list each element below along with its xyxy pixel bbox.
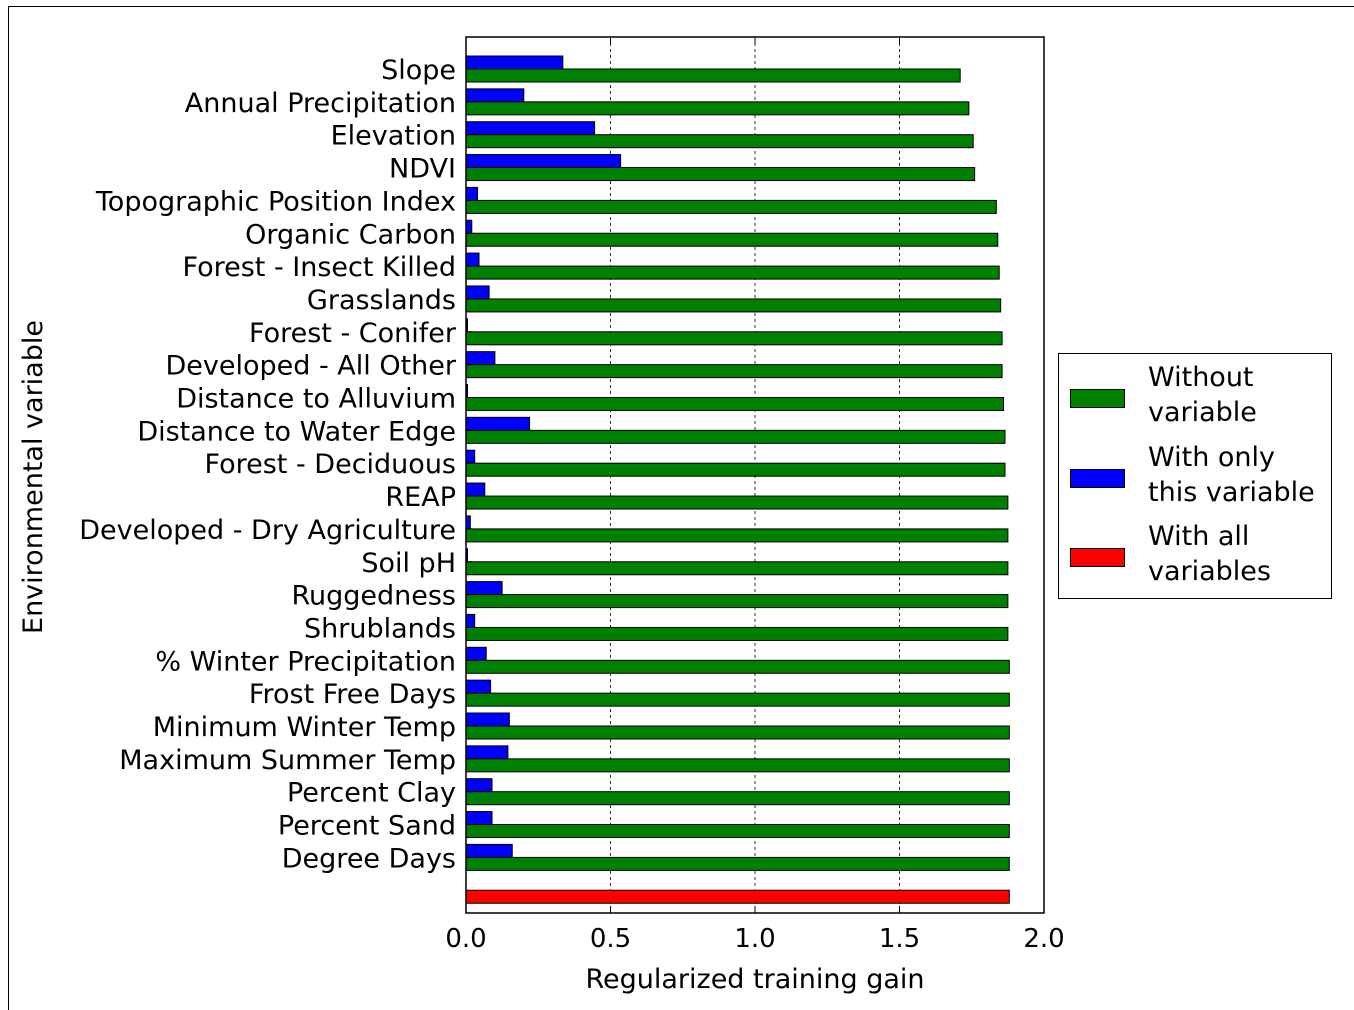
category-label: Frost Free Days <box>249 679 456 710</box>
bar-with-only-this-variable <box>465 219 473 234</box>
bar-with-only-this-variable <box>465 745 509 760</box>
bar-without-variable <box>465 758 1010 773</box>
category-label: Grasslands <box>307 285 456 316</box>
category-label: Distance to Alluvium <box>176 384 456 415</box>
bar-with-only-this-variable <box>465 613 476 628</box>
bar-with-only-this-variable <box>465 679 492 694</box>
category-label: Percent Sand <box>278 811 456 842</box>
category-label: Maximum Summer Temp <box>119 745 456 776</box>
bar-without-variable <box>465 101 970 116</box>
bar-without-variable <box>465 397 1005 411</box>
category-label: Forest - Insect Killed <box>183 252 457 283</box>
bar-without-variable <box>465 824 1010 839</box>
x-tick-label: 0.5 <box>590 924 631 954</box>
bar-without-variable <box>465 429 1006 444</box>
x-tick-label: 1.0 <box>734 924 775 954</box>
bar-with-only-this-variable <box>465 88 525 103</box>
category-label: REAP <box>385 482 456 513</box>
bar-with-only-this-variable <box>465 646 487 661</box>
bar-without-variable <box>465 298 1002 313</box>
category-label: Developed - All Other <box>165 351 456 382</box>
bar-without-variable <box>465 594 1009 609</box>
bar-with-only-this-variable <box>465 778 493 793</box>
bar-without-variable <box>465 659 1010 674</box>
bar-with-all-variables <box>465 889 1010 904</box>
x-tick-label: 1.5 <box>879 924 920 954</box>
category-label: Shrublands <box>304 613 456 644</box>
bar-without-variable <box>465 331 1003 346</box>
legend-label: Without variable <box>1148 362 1257 428</box>
bar-without-variable <box>465 856 1010 871</box>
bar-with-only-this-variable <box>465 843 513 858</box>
bar-without-variable <box>465 692 1010 707</box>
category-label: Ruggedness <box>291 581 456 612</box>
plot-area <box>465 36 1045 914</box>
category-label: Developed - Dry Agriculture <box>79 515 456 546</box>
category-label: Degree Days <box>282 843 456 874</box>
x-axis-label: Regularized training gain <box>585 964 924 995</box>
bar-with-only-this-variable <box>465 285 490 300</box>
category-label: Soil pH <box>361 548 456 579</box>
bar-with-only-this-variable <box>465 449 476 464</box>
bar-without-variable <box>465 495 1009 510</box>
category-label: Elevation <box>331 121 456 152</box>
bar-without-variable <box>465 265 1000 280</box>
bar-with-only-this-variable <box>465 712 510 727</box>
category-label: Percent Clay <box>287 778 456 809</box>
bar-with-only-this-variable <box>465 811 493 826</box>
category-label: Distance to Water Edge <box>137 416 456 447</box>
bar-with-only-this-variable <box>465 351 496 366</box>
legend-swatch-green <box>1070 389 1125 408</box>
bar-without-variable <box>465 791 1010 806</box>
legend-swatch-red <box>1070 548 1125 567</box>
x-tick-label: 0.0 <box>445 924 486 954</box>
bar-without-variable <box>465 68 961 83</box>
y-axis-label: Environmental variable <box>18 320 49 634</box>
bar-without-variable <box>465 134 974 149</box>
legend-label: With only this variable <box>1148 442 1315 508</box>
category-label: Minimum Winter Temp <box>153 712 456 743</box>
legend-swatch-blue <box>1070 469 1125 488</box>
legend: Without variable With only this variable… <box>1058 353 1332 599</box>
bar-without-variable <box>465 528 1009 543</box>
bar-with-only-this-variable <box>465 482 486 497</box>
x-ticks: 0.0 0.5 1.0 1.5 2.0 <box>445 37 1065 954</box>
bars <box>465 55 1010 904</box>
bar-with-only-this-variable <box>465 121 596 136</box>
bar-with-only-this-variable <box>465 186 479 201</box>
bar-with-only-this-variable <box>465 154 622 169</box>
category-label: Forest - Deciduous <box>205 449 456 480</box>
figure-frame <box>8 6 1354 1010</box>
legend-label: With all variables <box>1148 521 1271 587</box>
bar-with-only-this-variable <box>465 55 564 70</box>
bar-without-variable <box>465 561 1009 576</box>
bar-without-variable <box>465 626 1009 641</box>
bar-with-only-this-variable <box>465 252 480 267</box>
category-label: Forest - Conifer <box>249 318 457 349</box>
category-label: Organic Carbon <box>245 219 456 250</box>
x-tick-label: 2.0 <box>1023 924 1064 954</box>
category-label: Annual Precipitation <box>185 88 456 119</box>
bar-without-variable <box>465 199 997 214</box>
bar-without-variable <box>465 232 999 247</box>
bar-with-only-this-variable <box>465 416 531 431</box>
category-label: Slope <box>381 55 456 86</box>
category-label: Topographic Position Index <box>95 186 456 217</box>
bar-without-variable <box>465 462 1006 477</box>
category-label: % Winter Precipitation <box>155 646 456 677</box>
bar-without-variable <box>465 167 976 182</box>
bar-with-only-this-variable <box>465 581 503 596</box>
category-label: NDVI <box>389 154 456 185</box>
bar-without-variable <box>465 725 1010 740</box>
bar-without-variable <box>465 364 1003 379</box>
